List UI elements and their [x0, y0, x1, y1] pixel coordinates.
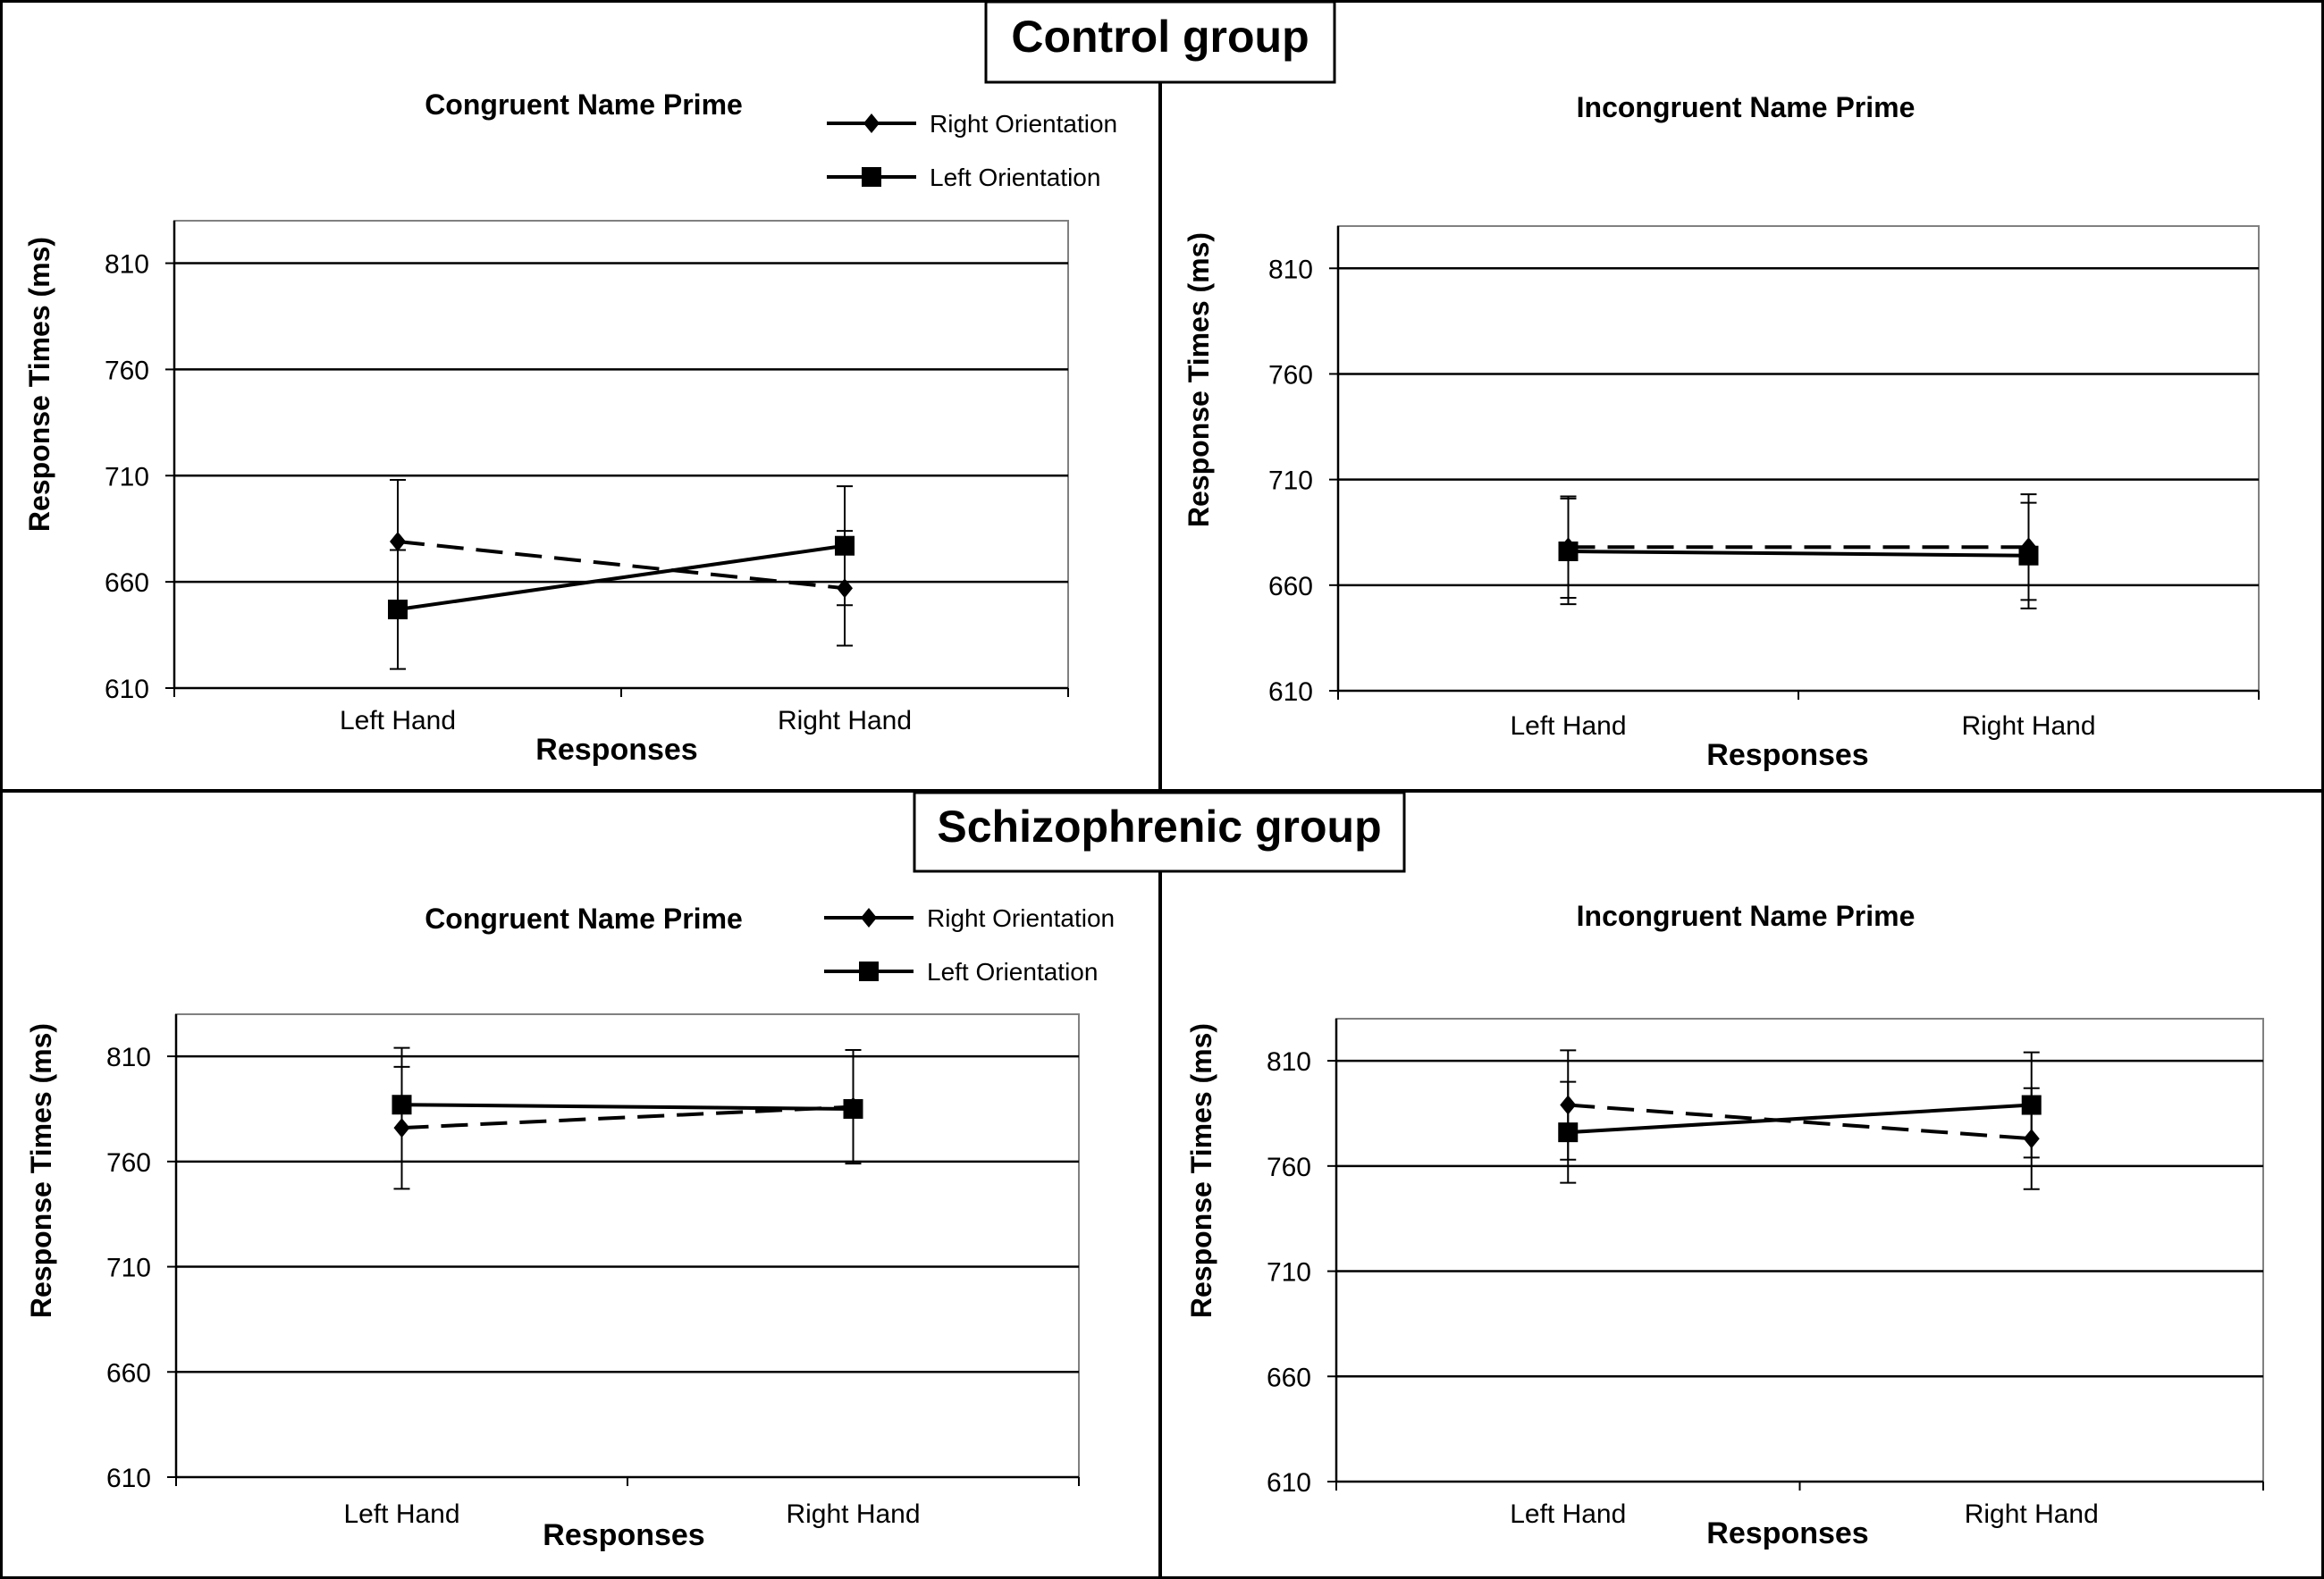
panel-title: Congruent Name Prime: [425, 88, 743, 121]
legend-marker-square: [859, 962, 879, 981]
x-tick-label: Right Hand: [786, 1499, 920, 1529]
legend-marker-diamond: [861, 908, 877, 928]
y-tick-label: 610: [1267, 1468, 1311, 1498]
x-tick-label: Right Hand: [778, 706, 912, 735]
x-axis-label: Responses: [1706, 738, 1868, 772]
legend-label: Right Orientation: [930, 110, 1117, 138]
data-point-square: [2021, 1095, 2042, 1115]
y-tick-label: 660: [1268, 572, 1313, 601]
schizophrenic-group-title: Schizophrenic group: [937, 802, 1381, 852]
data-point-square: [843, 1098, 863, 1119]
y-tick-label: 710: [106, 1254, 151, 1283]
legend-label: Right Orientation: [927, 904, 1115, 932]
x-tick-label: Left Hand: [343, 1499, 459, 1529]
x-axis-label: Responses: [543, 1518, 704, 1552]
legend-marker-square: [862, 167, 881, 187]
y-tick-label: 610: [106, 1464, 151, 1493]
data-point-diamond: [390, 531, 406, 551]
y-tick-label: 810: [1268, 255, 1313, 284]
x-tick-label: Left Hand: [1510, 1499, 1626, 1529]
series-left-orientation: [392, 1046, 863, 1163]
y-tick-label: 710: [1268, 466, 1313, 496]
legend: Right Orientation Left Orientation: [824, 904, 1115, 986]
y-tick-label: 760: [105, 356, 149, 385]
y-tick-label: 760: [1268, 360, 1313, 390]
series-right-orientation: [390, 479, 853, 647]
y-tick-label: 710: [1267, 1258, 1311, 1288]
y-axis-label: Response Times (ms): [1183, 232, 1215, 527]
y-axis-label: Response Times (ms): [1185, 1023, 1217, 1318]
y-tick-label: 610: [1268, 677, 1313, 707]
legend-label: Left Orientation: [930, 164, 1100, 191]
control-group-title-box: Control group: [984, 0, 1336, 84]
series-left-orientation: [1558, 497, 2039, 609]
chart-panel-1: Congruent Name Prime 610 660 710 760 810 Left …: [23, 88, 1117, 767]
data-point-square: [835, 535, 855, 556]
x-tick-label: Right Hand: [1965, 1499, 2099, 1529]
data-point-square: [392, 1095, 412, 1115]
plot-area: [1335, 1018, 2264, 1482]
schizophrenic-group-title-box: Schizophrenic group: [913, 791, 1406, 873]
y-tick-label: 810: [106, 1043, 151, 1072]
y-tick-label: 660: [1267, 1363, 1311, 1392]
series-line: [397, 543, 846, 612]
series-line: [1568, 1103, 2032, 1135]
chart-panel-4: Incongruent Name Prime 610 660 710 760 810 Lef…: [1185, 900, 2264, 1550]
x-tick-label: Left Hand: [340, 706, 456, 735]
chart-panel-2: Incongruent Name Prime 610 660 710 760 810 Lef…: [1183, 91, 2260, 772]
data-point-square: [1558, 542, 1579, 561]
y-tick-label: 760: [106, 1148, 151, 1178]
y-tick-label: 660: [106, 1358, 151, 1388]
data-point-square: [2018, 545, 2039, 566]
chart-panels: Congruent Name Prime 610 660 710 760 810 Left …: [23, 88, 2264, 1552]
series-line: [401, 1104, 854, 1130]
y-tick-label: 760: [1267, 1153, 1311, 1182]
series-right-orientation: [393, 1049, 862, 1190]
y-tick-label: 610: [105, 675, 149, 704]
series-left-orientation: [388, 485, 855, 670]
y-tick-label: 660: [105, 568, 149, 598]
y-tick-label: 810: [1267, 1047, 1311, 1077]
legend-marker-diamond: [863, 113, 880, 133]
y-axis-label: Response Times (ms): [25, 1023, 57, 1318]
data-point-square: [1558, 1122, 1579, 1143]
series-line: [397, 539, 846, 591]
panel-title: Incongruent Name Prime: [1577, 91, 1916, 123]
y-tick-label: 710: [105, 462, 149, 491]
x-axis-label: Responses: [535, 733, 697, 767]
control-group-title: Control group: [1011, 12, 1309, 62]
y-axis-label: Response Times (ms): [23, 237, 55, 532]
x-tick-label: Right Hand: [1961, 711, 2095, 741]
legend-label: Left Orientation: [927, 958, 1098, 986]
data-point-square: [388, 600, 408, 620]
series-line: [401, 1103, 854, 1111]
series-left-orientation: [1558, 1051, 2042, 1184]
legend: Right Orientation Left Orientation: [827, 110, 1117, 191]
y-tick-label: 810: [105, 250, 149, 280]
series-line: [1568, 550, 2029, 558]
plot-area: [175, 1013, 1080, 1478]
plot-area: [1337, 225, 2260, 692]
chart-panel-3: Congruent Name Prime 610 660 710 760 810 Left …: [25, 903, 1115, 1552]
x-tick-label: Left Hand: [1510, 711, 1626, 741]
panel-title: Incongruent Name Prime: [1577, 900, 1916, 932]
plot-area: [173, 220, 1069, 689]
x-axis-label: Responses: [1706, 1516, 1868, 1550]
panel-title: Congruent Name Prime: [425, 903, 743, 935]
